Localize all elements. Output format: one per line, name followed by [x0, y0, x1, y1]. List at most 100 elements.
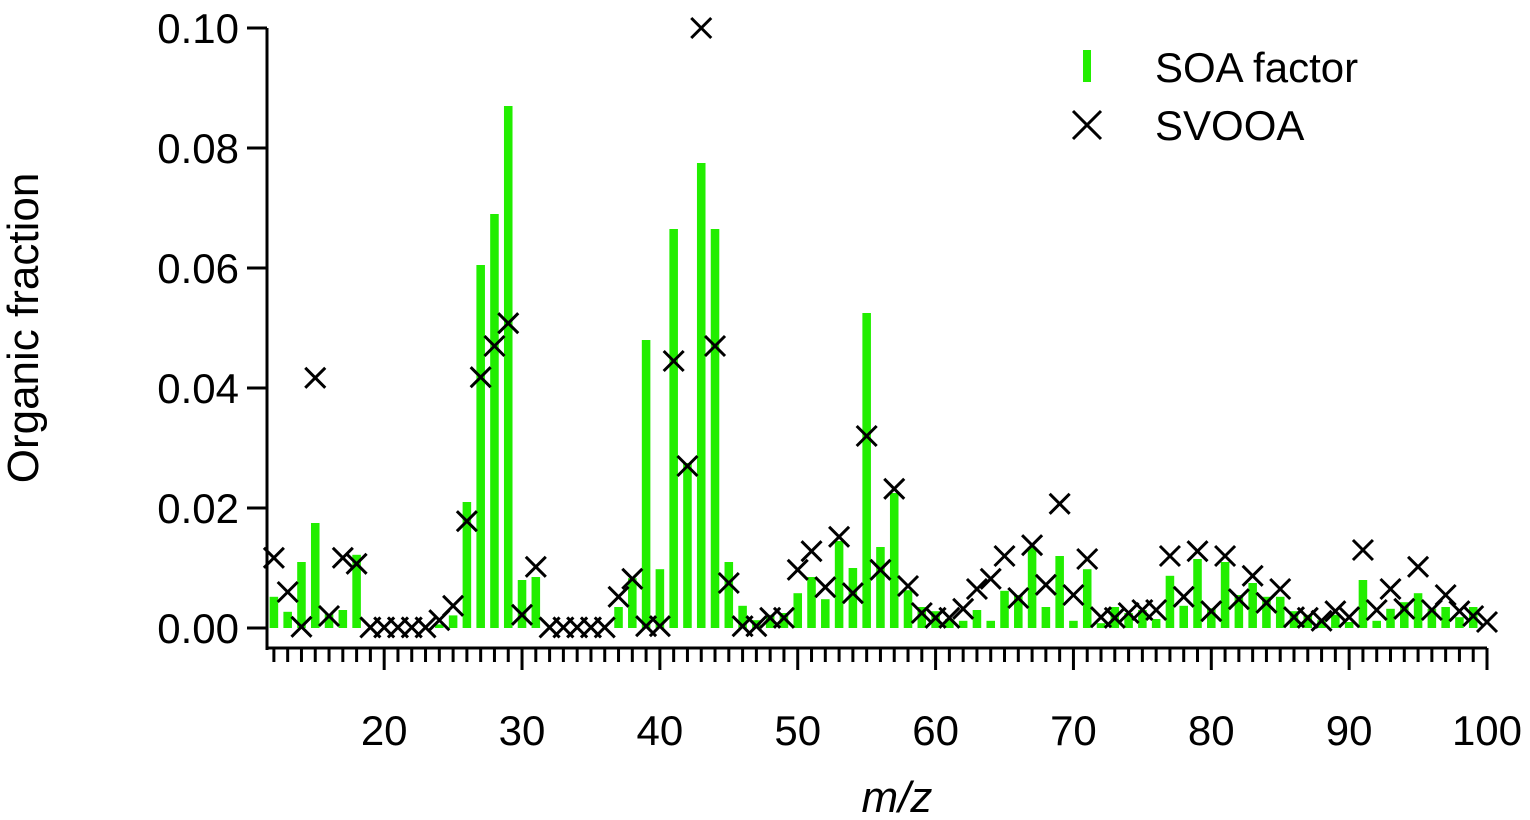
marker	[814, 576, 837, 599]
marker	[621, 567, 644, 590]
bar	[848, 568, 858, 628]
marker	[965, 577, 989, 601]
marker	[1365, 598, 1388, 622]
marker	[1351, 538, 1374, 562]
marker	[800, 540, 823, 563]
marker	[938, 606, 961, 629]
bar	[1179, 605, 1188, 628]
marker	[662, 349, 685, 373]
axes	[247, 26, 1489, 670]
bar	[779, 613, 789, 628]
bar	[889, 493, 899, 628]
marker	[1338, 606, 1361, 629]
marker	[414, 616, 437, 639]
x-tick-label: 30	[499, 707, 546, 754]
marker	[1227, 588, 1250, 611]
marker	[952, 597, 975, 620]
bar	[1207, 608, 1216, 628]
bar	[1124, 613, 1133, 628]
bar	[1165, 575, 1175, 628]
bar	[1082, 569, 1092, 628]
bar	[669, 229, 678, 628]
y-tick-label: 0.06	[157, 245, 239, 292]
marker-series-svooa	[262, 16, 1499, 639]
marker	[1076, 547, 1099, 571]
bar	[710, 229, 720, 628]
x-tick-label: 60	[912, 707, 959, 754]
bar	[1358, 580, 1368, 628]
marker	[1448, 600, 1471, 623]
marker	[1172, 585, 1195, 608]
bar	[1372, 620, 1381, 628]
marker	[1475, 610, 1499, 634]
bar	[738, 605, 747, 628]
marker	[772, 606, 796, 629]
marker	[896, 574, 920, 598]
bar	[958, 620, 968, 628]
marker	[276, 580, 299, 604]
marker	[1310, 609, 1333, 632]
marker	[703, 334, 727, 358]
legend-swatch-svooa	[1071, 109, 1103, 141]
marker	[745, 615, 768, 638]
tick-labels: 0.00 0.02 0.04 0.06 0.08 0.10 20 30 40 50 60 70 80 90…	[157, 5, 1522, 754]
x-tick-label: 70	[1050, 707, 1097, 754]
bar	[628, 578, 637, 628]
bar	[1427, 608, 1437, 628]
bar	[862, 313, 871, 628]
bar	[986, 620, 996, 628]
legend-label-svooa: SVOOA	[1155, 102, 1304, 149]
y-tick-label: 0.10	[157, 5, 239, 52]
bar	[1193, 559, 1202, 628]
bar	[283, 611, 292, 628]
bar	[1248, 583, 1257, 628]
marker	[979, 567, 1002, 590]
bar	[1317, 620, 1326, 628]
x-tick-label: 40	[637, 707, 684, 754]
x-axis-title: m/z	[862, 773, 933, 820]
legend-marker	[1071, 109, 1103, 141]
marker	[648, 615, 671, 638]
marker	[469, 366, 492, 389]
bar	[1303, 614, 1313, 628]
marker	[524, 555, 547, 578]
marker	[1379, 577, 1402, 601]
marker	[1103, 606, 1126, 629]
bar	[1138, 610, 1147, 628]
bar	[1262, 596, 1271, 628]
x-tick-label: 80	[1188, 707, 1235, 754]
marker	[1062, 583, 1085, 607]
bar	[1234, 595, 1244, 628]
y-tick-label: 0.04	[157, 365, 239, 412]
x-tick-label: 50	[774, 707, 821, 754]
bar	[1014, 595, 1023, 628]
bar	[462, 502, 472, 628]
marker	[510, 603, 534, 626]
bar	[641, 340, 651, 628]
bar	[807, 577, 816, 628]
y-tick-label: 0.00	[157, 605, 239, 652]
marker	[1186, 540, 1209, 563]
marker	[607, 585, 630, 608]
bar	[1386, 608, 1395, 628]
bar	[1151, 619, 1161, 628]
bar	[1069, 620, 1078, 628]
bar	[490, 214, 499, 628]
bar	[338, 610, 348, 628]
marker	[304, 366, 327, 389]
marker	[1393, 597, 1416, 620]
marker	[593, 616, 616, 639]
bar	[1289, 611, 1299, 628]
marker	[345, 552, 368, 575]
marker	[1214, 544, 1237, 568]
marker	[690, 16, 713, 40]
bar	[1055, 556, 1064, 628]
bar	[945, 619, 954, 628]
marker	[910, 601, 933, 625]
legend-label-soa-factor: SOA factor	[1155, 44, 1358, 91]
marker	[841, 582, 864, 605]
bar	[503, 106, 513, 628]
x-tick-label: 100	[1452, 707, 1522, 754]
bar	[1455, 617, 1464, 628]
y-axis-title: Organic fraction	[0, 173, 48, 484]
